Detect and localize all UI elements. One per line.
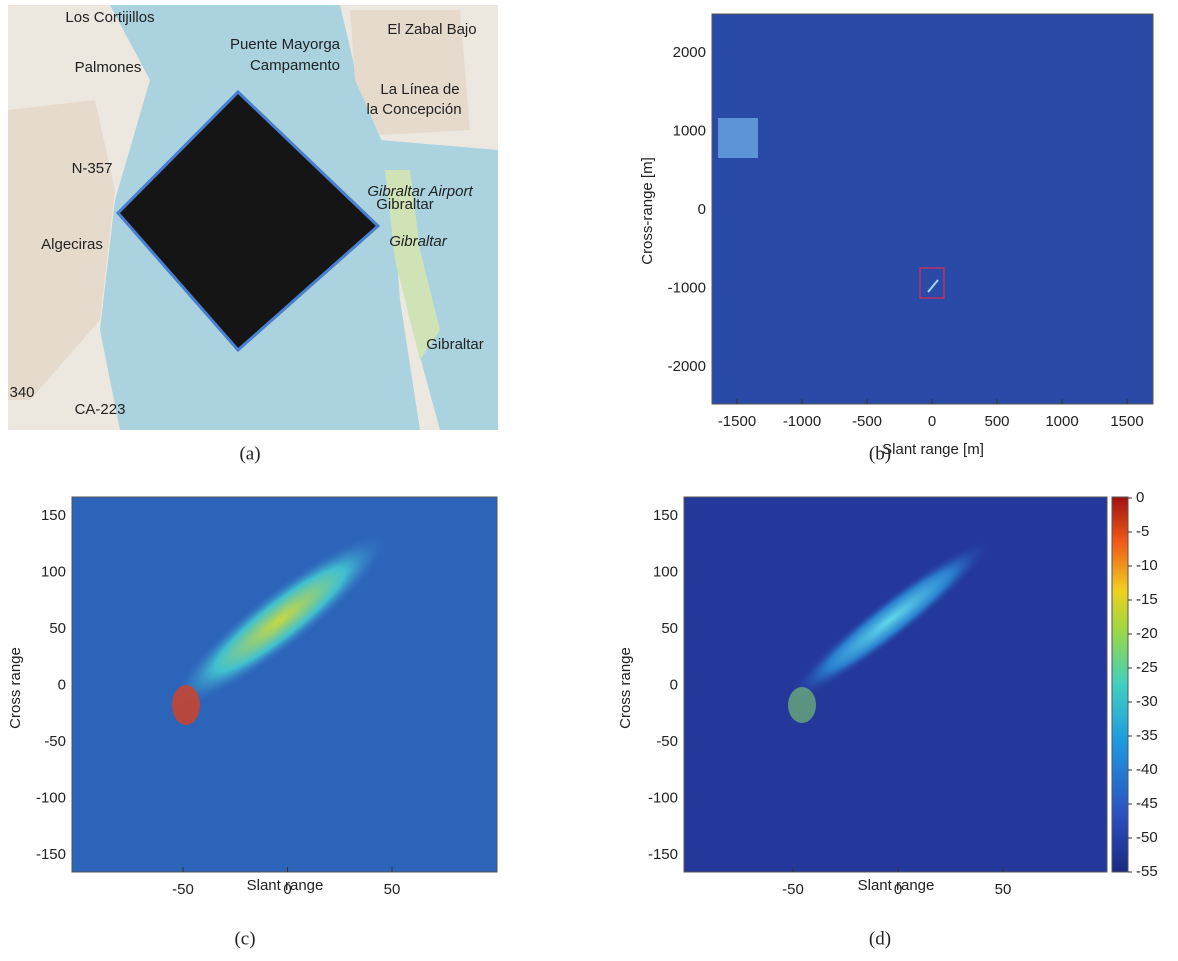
map-label: Algeciras bbox=[41, 236, 103, 253]
colorbar-tick-label: -10 bbox=[1136, 557, 1158, 574]
y-tick-label: -2000 bbox=[668, 358, 706, 375]
sar-image bbox=[684, 497, 1107, 872]
map-label: Gibraltar bbox=[426, 336, 484, 353]
y-tick-label: 100 bbox=[653, 563, 678, 580]
map-label: El Zabal Bajo bbox=[387, 21, 476, 38]
x-tick-label: 500 bbox=[984, 413, 1009, 430]
x-axis-label: Slant range bbox=[858, 877, 935, 894]
y-tick-label: -50 bbox=[44, 733, 66, 750]
y-tick-label: 2000 bbox=[673, 44, 706, 61]
y-tick-label: -50 bbox=[656, 733, 678, 750]
y-axis-label: Cross-range [m] bbox=[639, 157, 656, 265]
y-axis-label: Cross range bbox=[7, 647, 24, 729]
sar-image bbox=[72, 497, 497, 872]
y-tick-label: -150 bbox=[36, 846, 66, 863]
colorbar-tick-label: -55 bbox=[1136, 863, 1158, 880]
colorbar-tick-label: -50 bbox=[1136, 829, 1158, 846]
map-label: Gibraltar bbox=[376, 196, 434, 213]
x-tick-label: -50 bbox=[172, 881, 194, 898]
caption: (d) bbox=[869, 928, 891, 949]
ship-echo bbox=[788, 687, 816, 723]
map-label: CA-223 bbox=[75, 401, 126, 418]
colorbar bbox=[1112, 497, 1128, 872]
map-label: Palmones bbox=[75, 59, 142, 76]
colorbar-tick-label: -35 bbox=[1136, 727, 1158, 744]
map-label: Gibraltar bbox=[389, 233, 448, 250]
map-label: Los Cortijillos bbox=[65, 9, 154, 26]
x-tick-label: 1000 bbox=[1045, 413, 1078, 430]
colorbar-tick-label: -15 bbox=[1136, 591, 1158, 608]
y-tick-label: -100 bbox=[648, 789, 678, 806]
map-label: La Línea de bbox=[380, 81, 459, 98]
y-tick-label: 0 bbox=[670, 676, 678, 693]
colorbar-tick-label: -5 bbox=[1136, 523, 1149, 540]
figure: Los Cortijillos El Zabal Bajo Puente Mayor… bbox=[0, 0, 1178, 956]
map-label: Puente Mayorga bbox=[230, 36, 341, 53]
caption: (c) bbox=[234, 928, 255, 949]
x-tick-label: -50 bbox=[782, 881, 804, 898]
colorbar-tick-label: -30 bbox=[1136, 693, 1158, 710]
y-tick-label: 100 bbox=[41, 563, 66, 580]
x-axis-label: Slant range [m] bbox=[882, 441, 984, 458]
y-tick-label: -100 bbox=[36, 789, 66, 806]
y-tick-label: 0 bbox=[58, 676, 66, 693]
y-tick-label: 50 bbox=[661, 620, 678, 637]
map-label: Campamento bbox=[250, 57, 340, 74]
y-tick-label: 150 bbox=[653, 507, 678, 524]
x-axis-label: Slant range bbox=[247, 877, 324, 894]
y-tick-label: 0 bbox=[698, 201, 706, 218]
colorbar-tick-label: -25 bbox=[1136, 659, 1158, 676]
colorbar-tick-label: -20 bbox=[1136, 625, 1158, 642]
x-tick-label: 50 bbox=[995, 881, 1012, 898]
x-tick-label: 0 bbox=[928, 413, 936, 430]
y-tick-label: 1000 bbox=[673, 122, 706, 139]
colorbar-tick-label: 0 bbox=[1136, 489, 1144, 506]
x-tick-label: -500 bbox=[852, 413, 882, 430]
colorbar-tick-label: -40 bbox=[1136, 761, 1158, 778]
y-tick-label: -1000 bbox=[668, 279, 706, 296]
x-tick-label: 50 bbox=[384, 881, 401, 898]
map-label: la Concepción bbox=[366, 101, 461, 118]
sar-feature bbox=[718, 118, 758, 158]
y-axis-label: Cross range bbox=[617, 647, 634, 729]
x-tick-label: -1000 bbox=[783, 413, 821, 430]
y-tick-label: -150 bbox=[648, 846, 678, 863]
y-tick-label: 150 bbox=[41, 507, 66, 524]
x-tick-label: 1500 bbox=[1110, 413, 1143, 430]
map-label: 340 bbox=[9, 384, 34, 401]
ship-echo bbox=[172, 685, 200, 725]
map-label: N-357 bbox=[72, 160, 113, 177]
colorbar-tick-label: -45 bbox=[1136, 795, 1158, 812]
y-tick-label: 50 bbox=[49, 620, 66, 637]
x-tick-label: -1500 bbox=[718, 413, 756, 430]
sar-image bbox=[712, 14, 1153, 404]
caption: (a) bbox=[239, 443, 260, 464]
